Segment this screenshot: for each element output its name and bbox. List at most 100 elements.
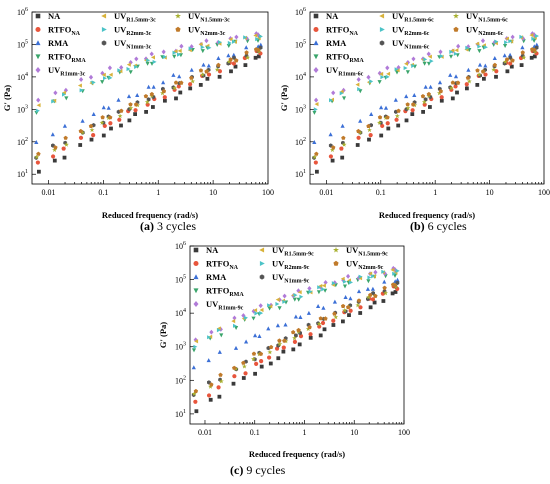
data-point	[494, 69, 499, 74]
data-point	[78, 135, 84, 140]
data-point	[385, 121, 390, 126]
data-point	[340, 123, 345, 128]
data-point	[312, 154, 318, 160]
data-point	[534, 42, 539, 47]
data-point	[392, 267, 397, 272]
data-point	[348, 308, 353, 313]
data-point	[146, 97, 151, 102]
data-point	[117, 117, 122, 122]
data-point	[423, 97, 428, 102]
legend-marker	[35, 67, 41, 73]
data-point	[191, 348, 197, 353]
data-point	[161, 80, 166, 85]
data-point	[410, 112, 415, 116]
data-point	[151, 55, 155, 60]
x-axis-title: Reduced frequency (rad/s)	[249, 449, 345, 459]
data-point	[328, 132, 333, 137]
data-point	[228, 37, 233, 42]
legend-marker	[101, 27, 107, 32]
data-point	[254, 361, 259, 366]
data-point	[172, 50, 177, 55]
x-axis-title: Reduced frequency (rad/s)	[379, 210, 475, 220]
data-point	[200, 72, 205, 77]
legend-marker	[35, 54, 41, 60]
data-point	[177, 48, 182, 53]
legend-label: UVN2mm-3c	[188, 25, 226, 38]
series-UV_R1mm-6c	[314, 31, 537, 103]
legend-item: UVN1mm-6c	[379, 38, 430, 51]
x-tick-label: 10	[350, 428, 358, 437]
data-point	[521, 55, 527, 60]
data-point	[62, 155, 67, 160]
data-point	[243, 35, 248, 40]
data-point	[292, 339, 298, 344]
data-point	[64, 142, 69, 147]
data-point	[275, 301, 280, 307]
data-point	[100, 115, 105, 120]
data-point	[366, 74, 371, 80]
data-point	[101, 105, 106, 110]
legend-marker	[259, 247, 265, 253]
legend-marker	[333, 246, 339, 253]
x-tick-label: 10	[209, 188, 217, 197]
data-point	[216, 56, 221, 60]
data-point	[341, 319, 345, 324]
y-tick-label: 103	[175, 342, 186, 352]
data-point	[292, 335, 297, 341]
data-point	[483, 45, 488, 50]
legend-item: RTFORMA	[193, 286, 244, 298]
data-point	[520, 45, 525, 50]
data-point	[188, 82, 193, 87]
legend-label: NA	[206, 245, 219, 255]
data-point	[368, 133, 373, 138]
legend-marker	[379, 13, 385, 19]
data-point	[356, 135, 361, 140]
series-RTFO_NA	[313, 48, 539, 165]
legend-marker	[313, 13, 319, 19]
panel-caption: (a) 3 cycles	[140, 219, 196, 233]
data-point	[436, 90, 442, 96]
data-point	[394, 113, 400, 119]
data-point	[161, 49, 166, 55]
data-point	[331, 323, 336, 327]
data-point	[475, 68, 480, 73]
data-point	[438, 49, 443, 55]
data-point	[373, 293, 378, 298]
data-point	[63, 135, 68, 140]
data-point	[219, 333, 224, 338]
data-point	[204, 69, 209, 74]
data-point	[385, 65, 390, 71]
y-tick-label: 105	[175, 275, 186, 285]
data-point	[50, 132, 55, 137]
data-point	[145, 61, 150, 66]
data-point	[245, 55, 250, 60]
data-point	[314, 97, 319, 103]
data-point	[229, 69, 233, 74]
data-point	[492, 62, 497, 67]
data-point	[379, 133, 384, 138]
data-point	[412, 93, 417, 97]
data-point	[438, 89, 443, 94]
data-point	[178, 90, 183, 95]
data-point	[293, 293, 298, 298]
data-point	[200, 45, 205, 50]
legend-label: RTFORMA	[48, 52, 86, 65]
data-point	[244, 339, 249, 344]
legend-label: UVR1.5mm-3c	[114, 11, 156, 24]
data-point	[466, 44, 471, 50]
legend-marker	[101, 13, 107, 19]
data-point	[51, 99, 56, 104]
data-point	[532, 47, 537, 52]
data-point	[77, 83, 82, 88]
data-point	[323, 280, 328, 285]
data-point	[126, 94, 132, 99]
data-point	[355, 302, 361, 308]
legend-label: UVR1mm-3c	[48, 65, 86, 78]
data-point	[128, 70, 133, 75]
data-point	[241, 360, 246, 365]
x-tick-label: 0.1	[376, 188, 386, 197]
data-point	[450, 48, 455, 53]
data-point	[370, 297, 376, 302]
data-point	[448, 72, 453, 77]
